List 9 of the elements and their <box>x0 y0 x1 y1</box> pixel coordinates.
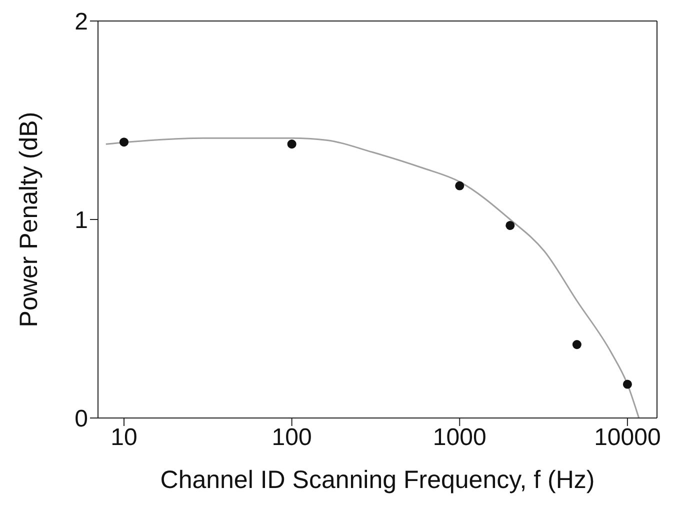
x-tick-label: 1000 <box>432 424 486 452</box>
y-tick-label: 2 <box>74 8 88 36</box>
x-axis-title: Channel ID Scanning Frequency, f (Hz) <box>160 466 595 494</box>
x-tick-label: 10000 <box>594 424 661 452</box>
x-tick-label: 10 <box>110 424 138 452</box>
y-tick-label: 1 <box>74 207 88 234</box>
y-tick-label: 0 <box>74 406 88 433</box>
y-axis-title: Power Penalty (dB) <box>14 112 43 328</box>
x-tick-label: 100 <box>272 424 312 452</box>
